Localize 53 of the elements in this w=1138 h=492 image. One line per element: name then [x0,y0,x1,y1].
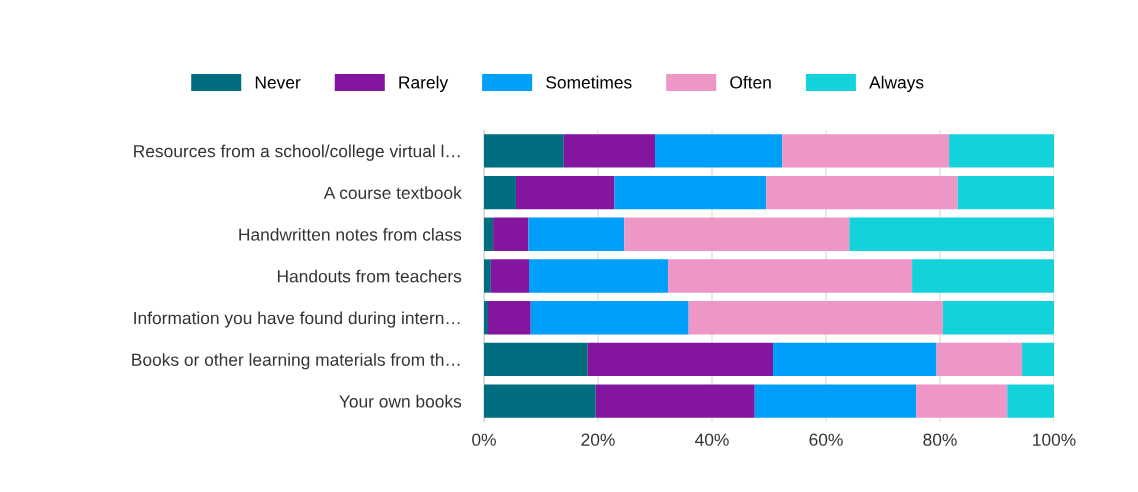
bar [515,175,615,210]
bar [1022,342,1054,377]
bar [528,217,625,251]
y-tick-label: A course textbook [323,186,462,200]
x-tick-label: 0% [472,433,496,446]
x-tick-label: 40% [695,433,729,446]
bar [484,175,516,210]
bar [484,342,588,377]
bar [493,217,529,251]
bar [595,384,755,418]
bar [614,175,767,210]
bar [912,259,1054,293]
bar [484,301,488,335]
y-tick-label: Books or other learning materials from th… [132,353,460,370]
bar [766,175,958,210]
bar [490,259,530,293]
bar [916,384,1008,418]
bar [668,259,913,293]
x-tick-label: 100% [1033,433,1076,446]
bar [688,301,943,335]
bar [484,384,596,418]
bar [1007,384,1054,418]
bar [563,134,655,168]
bar [782,134,950,168]
legend-label: Rarely [399,75,449,92]
legend-label: Never [255,76,301,89]
bar [484,259,491,293]
y-tick-label: Resources from a school/college virtual l… [134,144,460,161]
bar [487,301,531,335]
legend-label: Often [730,75,771,89]
bar [949,134,1054,168]
bar [655,134,783,168]
bar [957,175,1054,210]
y-tick-label: Your own books [339,394,462,408]
bar [624,217,850,251]
legend-label: Always [869,75,924,92]
bar [772,342,937,377]
bar [530,301,689,335]
bar [936,342,1023,377]
y-tick-label: Handouts from teachers [277,269,462,283]
y-tick-label: Information you have found during intern… [134,311,460,328]
bar [484,134,564,168]
bar [942,301,1054,335]
legend-label: Sometimes [546,75,632,89]
bar [484,217,494,251]
bar [529,259,669,293]
bar [849,217,1054,251]
x-tick-label: 20% [581,433,615,446]
bar [587,342,773,377]
x-tick-label: 80% [923,433,957,446]
y-tick-label: Handwritten notes from class [239,228,462,241]
x-tick-label: 60% [809,433,843,446]
bar [754,384,917,418]
